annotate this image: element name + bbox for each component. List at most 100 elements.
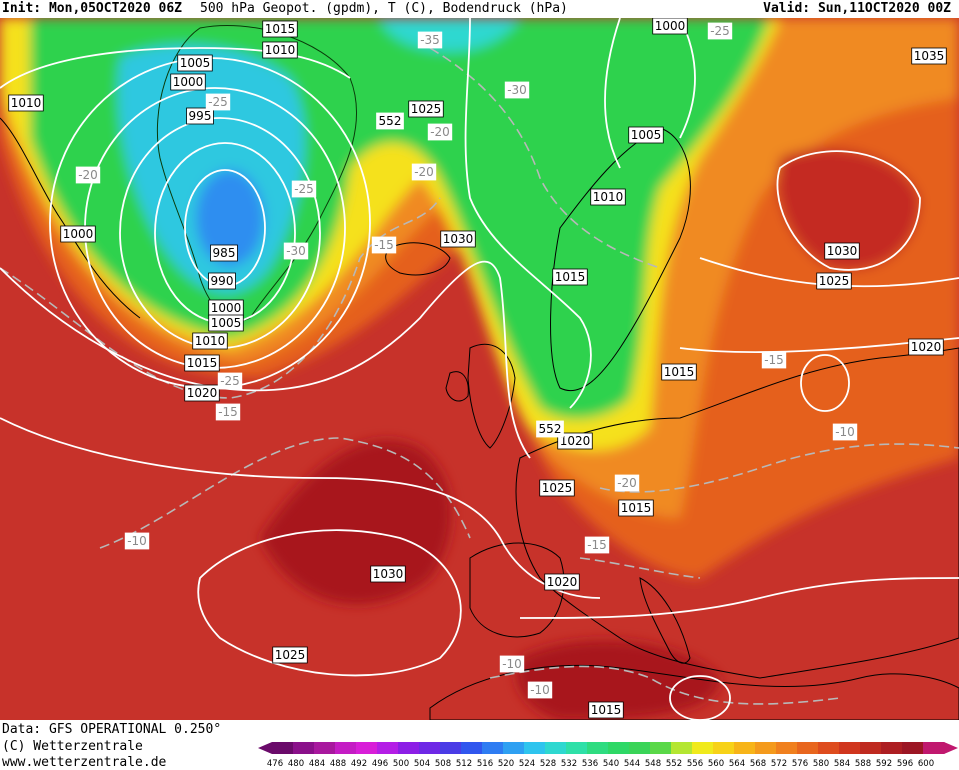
isobar-label: 1000 (211, 301, 242, 315)
isotherm-label-box (411, 163, 437, 181)
isobar-label-box (590, 188, 626, 206)
scale-color-box (524, 742, 546, 754)
isobar-label-box (170, 73, 206, 91)
scale-color-box (314, 742, 336, 754)
scale-tick-label: 480 (288, 759, 304, 768)
isobar-label: 1010 (195, 334, 226, 348)
isotherm-label-box (527, 681, 553, 699)
isobar-label-box (177, 54, 213, 72)
scale-tick-label: 532 (561, 759, 577, 768)
geopotential-label-box (536, 420, 564, 438)
scale-tick-label: 556 (687, 759, 703, 768)
scale-color-box (881, 742, 903, 754)
isotherm-label: -35 (420, 33, 440, 47)
scale-tick-label: 592 (876, 759, 892, 768)
isotherm-label: -10 (127, 534, 147, 548)
isotherm-label: -15 (587, 538, 607, 552)
isotherm-label-box (75, 166, 101, 184)
scale-color-box (398, 742, 420, 754)
color-scale-boxes (258, 742, 958, 754)
isotherm-label-box (417, 31, 443, 49)
isotherm-label-box (761, 351, 787, 369)
isotherm-label: -30 (507, 83, 527, 97)
isobar-label: 1020 (187, 386, 218, 400)
isobar-label-box (618, 499, 654, 517)
isobar-label: 1035 (914, 49, 945, 63)
scale-tick-label: 484 (309, 759, 325, 768)
isobar-label-box (272, 646, 308, 664)
isotherm-label: -20 (414, 165, 434, 179)
scale-tick-label: 540 (603, 759, 619, 768)
isobar-label-box (208, 314, 244, 332)
scale-tick-label: 544 (624, 759, 640, 768)
isobar-label: 1000 (63, 227, 94, 241)
isobar-label: 1010 (265, 43, 296, 57)
isotherm-label-box (205, 93, 231, 111)
scale-color-box (377, 742, 399, 754)
isobar-label-box (544, 573, 580, 591)
isotherm-label-box (427, 123, 453, 141)
scale-tick-label: 520 (498, 759, 514, 768)
isobar-label-box (652, 18, 688, 35)
scale-color-box (755, 742, 777, 754)
isotherm-label: -20 (617, 476, 637, 490)
valid-time: Valid: Sun,11OCT2020 00Z (763, 1, 951, 16)
isotherm-label: -25 (710, 24, 730, 38)
isobar-label-box (262, 20, 298, 38)
scale-color-box (839, 742, 861, 754)
scale-color-box (566, 742, 588, 754)
isobar-label-box (628, 126, 664, 144)
scale-color-box (923, 742, 945, 754)
isotherm-label: -15 (764, 353, 784, 367)
scale-tick-label: 580 (813, 759, 829, 768)
geopotential-label-box (376, 112, 404, 130)
scale-tick-label: 488 (330, 759, 346, 768)
isotherm-label: -15 (374, 238, 394, 252)
isobar-label-box (408, 100, 444, 118)
isobar-label-box (824, 242, 860, 260)
scale-tick-label: 504 (414, 759, 430, 768)
isobar-label: 1030 (373, 567, 404, 581)
scale-tick-label: 548 (645, 759, 661, 768)
scale-color-box (608, 742, 630, 754)
scale-color-box (503, 742, 525, 754)
isobar-label-box (370, 565, 406, 583)
website-link[interactable]: www.wetterzentrale.de (2, 755, 167, 770)
isobar-label-box (184, 384, 220, 402)
isotherm-label-box (504, 81, 530, 99)
scale-color-box (482, 742, 504, 754)
isobar-label-box (661, 363, 697, 381)
geopotential-labels: 552 552 (376, 112, 564, 438)
scale-tick-label: 508 (435, 759, 451, 768)
scale-color-box (734, 742, 756, 754)
isobar-label-box (539, 479, 575, 497)
isotherm-label-box (217, 372, 243, 390)
isotherm-label: -30 (286, 244, 306, 258)
isotherm-label: -25 (208, 95, 228, 109)
isotherm-label-box (124, 532, 150, 550)
isobar-label-box (208, 272, 236, 290)
scale-color-box (902, 742, 924, 754)
scale-tick-label: 576 (792, 759, 808, 768)
scale-tick-label: 596 (897, 759, 913, 768)
isotherm-label: -25 (220, 374, 240, 388)
isotherm-label-box (215, 403, 241, 421)
isotherm-label-box (832, 423, 858, 441)
scale-tick-label: 572 (771, 759, 787, 768)
scale-tick-label: 600 (918, 759, 934, 768)
isobar-label-box (262, 41, 298, 59)
isobar-label: 985 (213, 246, 236, 260)
isobar-label: 1025 (275, 648, 306, 662)
isobar-label: 1030 (827, 244, 858, 258)
isobar-label: 1020 (560, 434, 591, 448)
isobar-label: 1005 (211, 316, 242, 330)
scale-tick-label: 536 (582, 759, 598, 768)
isobar-label-box (557, 432, 593, 450)
scale-color-box (629, 742, 651, 754)
isobar-label: 1025 (819, 274, 850, 288)
scale-left-arrow (258, 742, 272, 754)
scale-tick-label: 552 (666, 759, 682, 768)
geopotential-label: 552 (539, 422, 562, 436)
isobar-label-box (60, 225, 96, 243)
scale-color-box (335, 742, 357, 754)
